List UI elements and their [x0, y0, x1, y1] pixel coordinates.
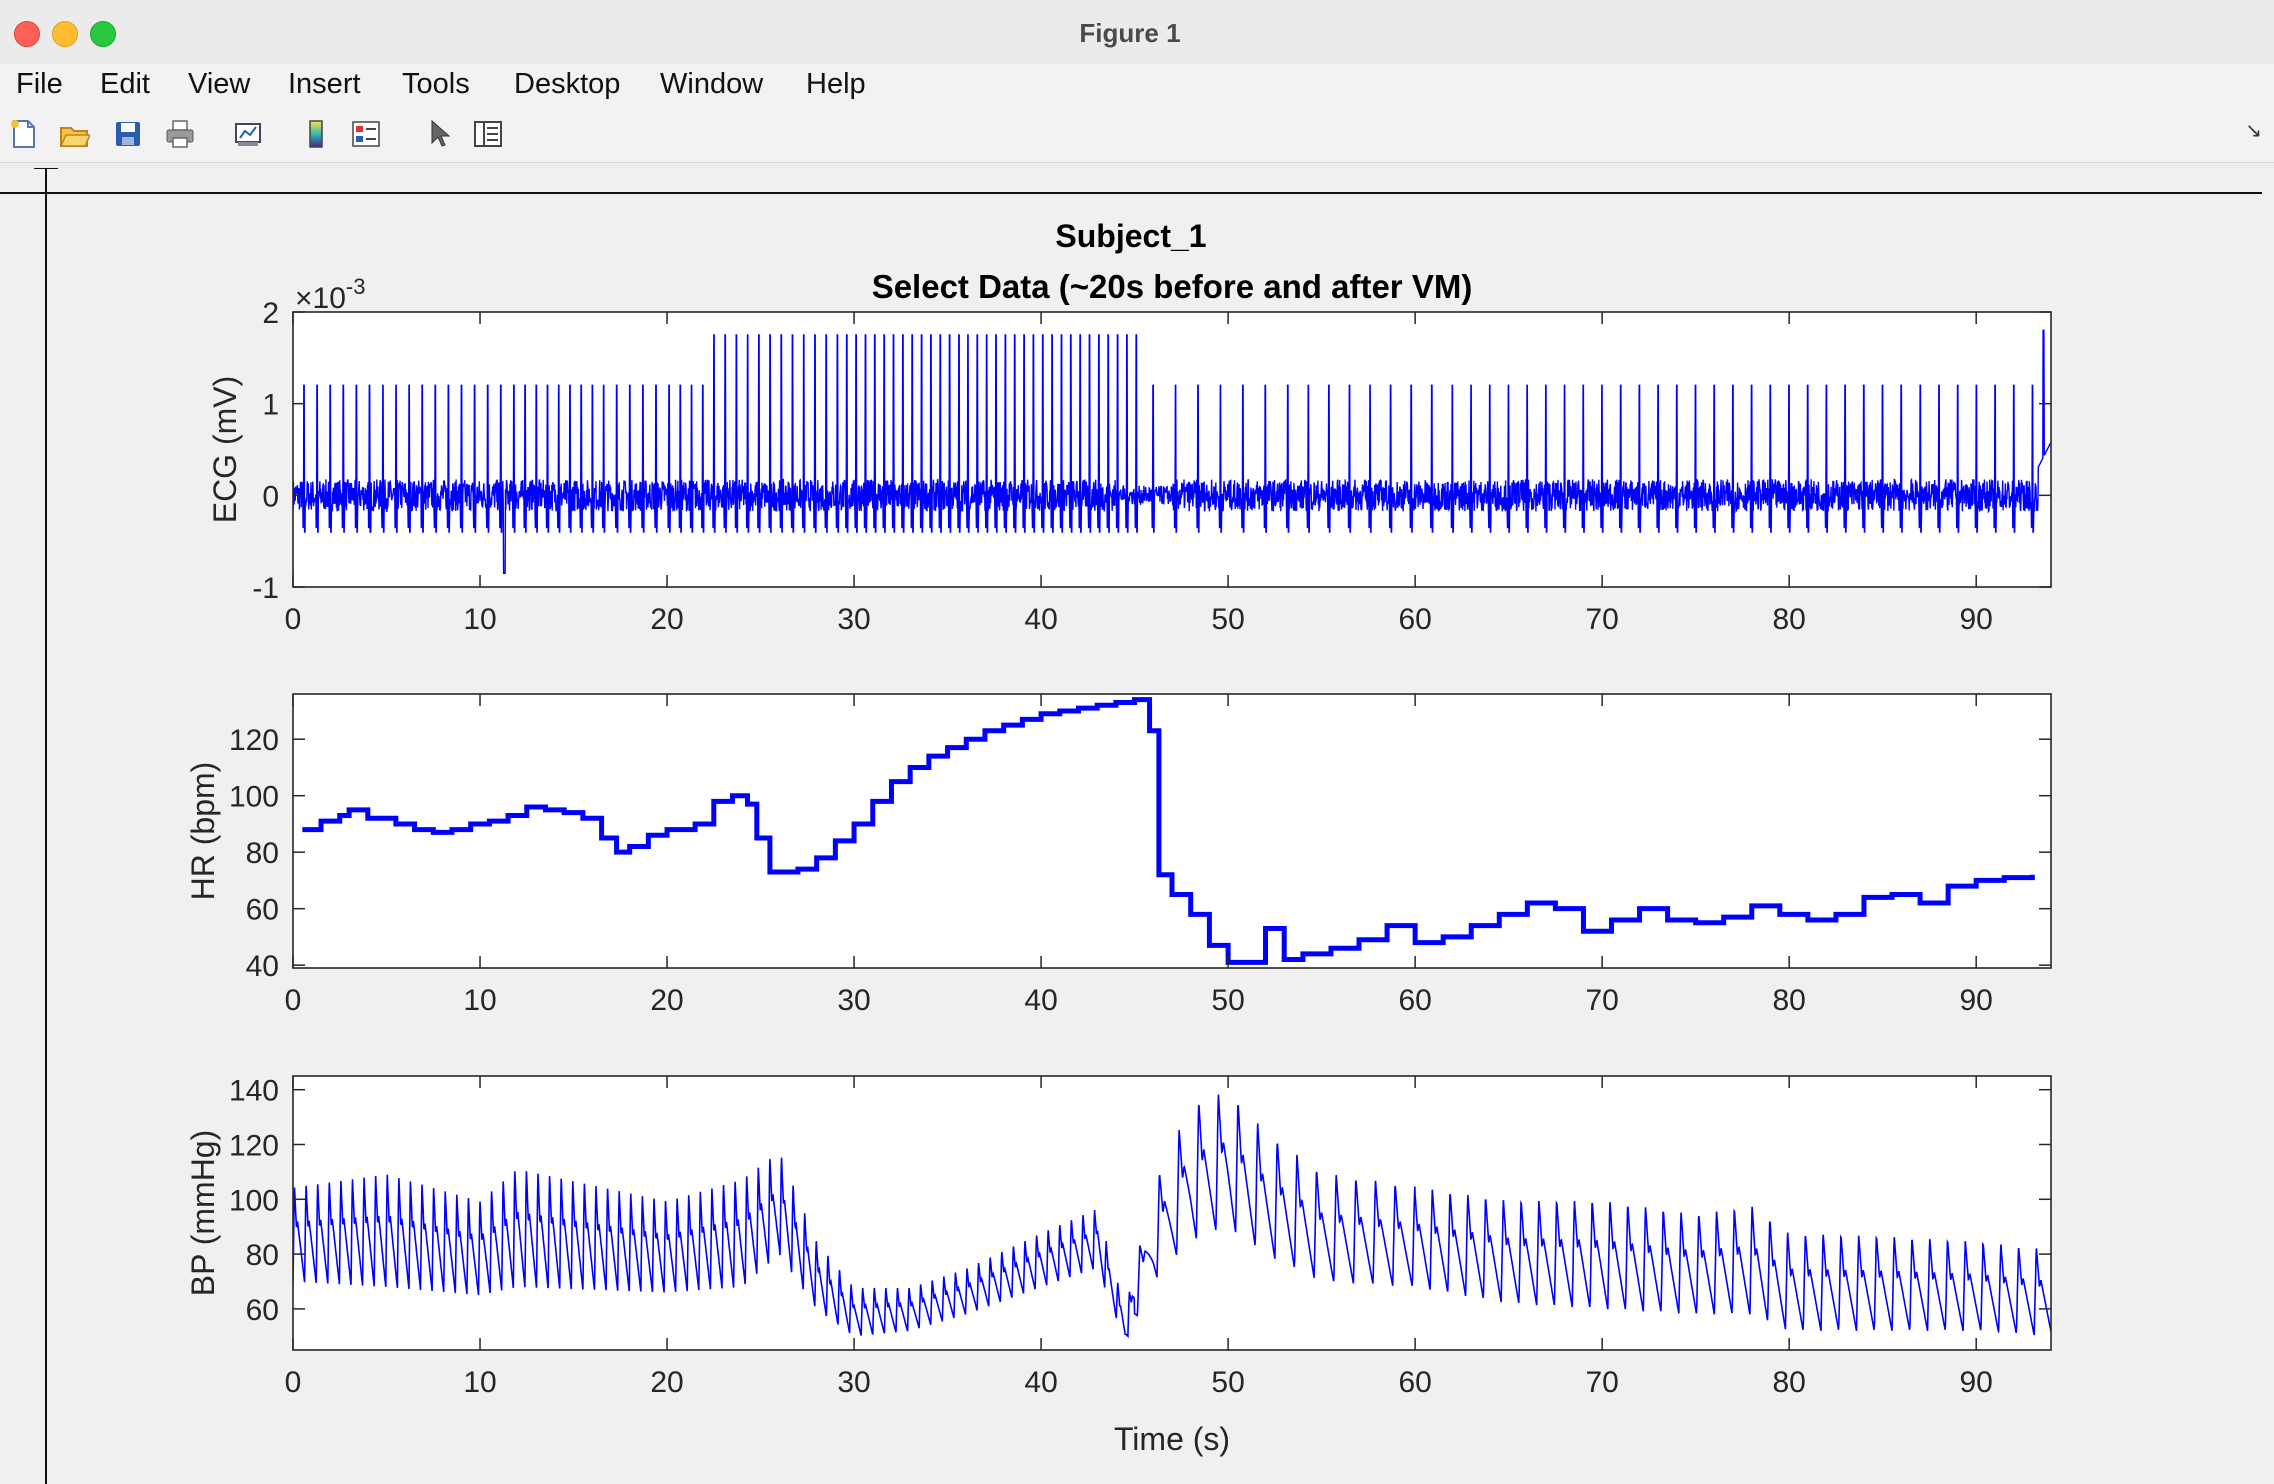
y-tick-label: 2 — [262, 297, 279, 330]
x-tick-label: 40 — [1024, 1366, 1057, 1399]
figure-toolbar: ↘ — [0, 104, 2274, 163]
bp-series-line — [293, 1094, 2051, 1339]
y-tick-label: 120 — [229, 724, 279, 757]
property-editor-icon[interactable] — [472, 118, 504, 150]
x-tick-label: 30 — [837, 603, 870, 636]
minimize-window-button[interactable] — [52, 21, 78, 47]
figure-suptitle: Subject_1 — [1055, 218, 1206, 254]
y-tick-label: 100 — [229, 1184, 279, 1217]
plot-area — [293, 694, 2051, 968]
x-tick-label: 50 — [1211, 1366, 1244, 1399]
x-tick-label: 10 — [463, 984, 496, 1017]
y-tick-label: 120 — [229, 1130, 279, 1163]
menu-desktop[interactable]: Desktop — [514, 68, 621, 100]
menu-help[interactable]: Help — [806, 68, 866, 100]
y-tick-label: -1 — [252, 572, 279, 605]
x-tick-label: 90 — [1960, 603, 1993, 636]
x-tick-label: 50 — [1211, 984, 1244, 1017]
plot-area — [293, 1076, 2051, 1350]
x-tick-label: 90 — [1960, 1366, 1993, 1399]
plot-area — [293, 312, 2051, 587]
pointer-icon[interactable] — [422, 118, 454, 150]
x-tick-label: 10 — [463, 1366, 496, 1399]
ecg-series-line — [293, 329, 2051, 574]
x-tick-label: 20 — [650, 984, 683, 1017]
x-axis-label: Time (s) — [1114, 1421, 1230, 1457]
x-tick-label: 90 — [1960, 984, 1993, 1017]
x-tick-label: 50 — [1211, 603, 1244, 636]
y-tick-label: 80 — [246, 1239, 279, 1272]
y-axis-label: HR (bpm) — [185, 762, 221, 901]
y-axis-label: ECG (mV) — [207, 376, 243, 524]
x-tick-label: 60 — [1398, 984, 1431, 1017]
window-titlebar: Figure 1 — [0, 0, 2274, 65]
x-tick-label: 20 — [650, 603, 683, 636]
y-tick-label: 140 — [229, 1075, 279, 1108]
x-tick-label: 30 — [837, 984, 870, 1017]
x-tick-label: 40 — [1024, 603, 1057, 636]
x-tick-label: 0 — [285, 984, 302, 1017]
x-tick-label: 60 — [1398, 603, 1431, 636]
figure-left-border — [45, 168, 47, 1484]
menu-file[interactable]: File — [16, 68, 63, 100]
x-tick-label: 80 — [1772, 1366, 1805, 1399]
x-tick-label: 80 — [1772, 984, 1805, 1017]
y-tick-label: 60 — [246, 894, 279, 927]
x-tick-label: 20 — [650, 1366, 683, 1399]
series-group — [302, 697, 2035, 965]
menu-insert[interactable]: Insert — [288, 68, 361, 100]
print-icon[interactable] — [164, 118, 196, 150]
menu-view[interactable]: View — [188, 68, 251, 100]
series-group — [293, 329, 2051, 574]
y-tick-label: 80 — [246, 837, 279, 870]
y-exponent-label: ×10-3 — [295, 274, 365, 315]
hr-series-line — [302, 697, 2035, 965]
x-tick-label: 10 — [463, 603, 496, 636]
axes-title: Select Data (~20s before and after VM) — [872, 268, 1473, 305]
x-tick-label: 70 — [1585, 1366, 1618, 1399]
x-tick-label: 0 — [285, 603, 302, 636]
open-file-icon[interactable] — [58, 118, 90, 150]
x-tick-label: 60 — [1398, 1366, 1431, 1399]
axes-frame — [292, 1075, 2052, 1351]
x-tick-label: 80 — [1772, 603, 1805, 636]
series-group — [293, 1094, 2051, 1339]
y-tick-label: 100 — [229, 781, 279, 814]
y-tick-label: 40 — [246, 950, 279, 983]
menu-edit[interactable]: Edit — [100, 68, 150, 100]
menu-tools[interactable]: Tools — [402, 68, 470, 100]
legend-icon[interactable] — [350, 118, 382, 150]
y-tick-label: 1 — [262, 389, 279, 422]
y-exponent-power: -3 — [346, 274, 366, 299]
y-axis-label: BP (mmHg) — [185, 1130, 221, 1297]
window-title: Figure 1 — [1079, 18, 1181, 48]
dock-arrow-icon[interactable]: ↘ — [2245, 120, 2262, 142]
x-tick-label: 40 — [1024, 984, 1057, 1017]
menu-bar: File Edit View Insert Tools Desktop Wind… — [0, 64, 2274, 104]
maximize-window-button[interactable] — [90, 21, 116, 47]
new-figure-icon[interactable] — [8, 118, 40, 150]
x-tick-label: 30 — [837, 1366, 870, 1399]
y-tick-label: 60 — [246, 1294, 279, 1327]
figure-top-border — [0, 192, 2262, 194]
axes-frame — [292, 311, 2052, 588]
close-window-button[interactable] — [14, 21, 40, 47]
save-icon[interactable] — [112, 118, 144, 150]
x-tick-label: 0 — [285, 1366, 302, 1399]
x-tick-label: 70 — [1585, 603, 1618, 636]
y-tick-label: 0 — [262, 480, 279, 513]
axes-frame — [292, 693, 2052, 969]
cursor-crosshair — [34, 168, 58, 169]
menu-window[interactable]: Window — [660, 68, 764, 100]
link-plot-icon[interactable] — [232, 118, 264, 150]
x-tick-label: 70 — [1585, 984, 1618, 1017]
colorbar-icon[interactable] — [300, 118, 332, 150]
